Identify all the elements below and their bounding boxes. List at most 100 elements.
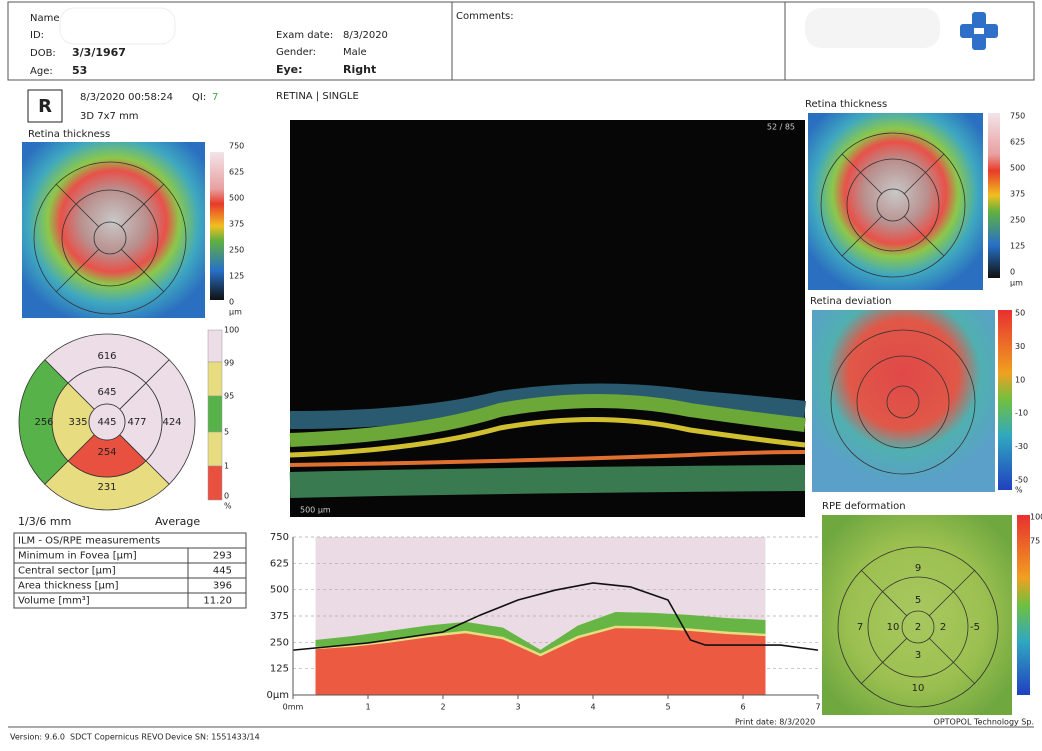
sector-value: 616 xyxy=(97,351,116,362)
scale-label: 30 xyxy=(1015,342,1025,351)
scale-label: 500 xyxy=(1010,164,1025,173)
map-title: Retina thickness xyxy=(805,99,887,110)
redaction xyxy=(60,8,175,44)
eye-label: Eye: xyxy=(276,63,303,76)
y-tick-label: 375 xyxy=(270,611,289,622)
sector-value: 10 xyxy=(912,683,925,694)
percentile-scale xyxy=(208,330,222,500)
scale-label: 95 xyxy=(224,392,234,401)
scale-label: 75 xyxy=(1030,537,1040,546)
deviation-map xyxy=(812,310,995,492)
sector-value: 3 xyxy=(915,650,921,661)
scale-label: 375 xyxy=(1010,190,1025,199)
frame-index: 52 / 85 xyxy=(767,123,795,132)
sector-value: 9 xyxy=(915,563,921,574)
y-tick-label: 500 xyxy=(270,585,289,596)
sector-value: 5 xyxy=(915,595,921,606)
scale-unit: % xyxy=(1015,486,1023,495)
sector-value: 2 xyxy=(915,622,921,633)
x-tick-label: 1 xyxy=(365,703,370,712)
sector-value: 254 xyxy=(97,447,116,458)
table-label: Area thickness [µm] xyxy=(18,581,119,592)
scan-protocol: 3D 7x7 mm xyxy=(80,111,139,122)
table-label: Volume [mm³] xyxy=(18,596,90,607)
table-label: Minimum in Fovea [µm] xyxy=(18,551,137,562)
table-value: 293 xyxy=(213,551,232,562)
scale-label: -50 xyxy=(1015,476,1028,485)
map-title: RPE deformation xyxy=(822,501,906,512)
eye-badge: R xyxy=(38,96,52,117)
y-tick-label: 750 xyxy=(270,532,289,543)
comments-label: Comments: xyxy=(456,11,514,22)
scale-label: 250 xyxy=(229,246,244,255)
footer-serial: Device SN: 1551433/14 xyxy=(165,733,260,742)
x-tick-label: 3 xyxy=(515,703,520,712)
sector-value: 335 xyxy=(68,417,87,428)
sector-value: 477 xyxy=(127,417,146,428)
table-title: ILM - OS/RPE measurements xyxy=(18,536,160,547)
y-tick-label: 250 xyxy=(270,637,289,648)
sector-caption: 1/3/6 mm xyxy=(18,515,71,528)
x-tick-label: 5 xyxy=(665,703,670,712)
gender-label: Gender: xyxy=(276,47,316,58)
table-label: Central sector [µm] xyxy=(18,566,116,577)
thickness-map xyxy=(808,113,983,290)
exam-date-value: 8/3/2020 xyxy=(343,30,388,41)
dob-label: DOB: xyxy=(30,48,56,59)
scale-label: 50 xyxy=(1015,309,1025,318)
y-tick-label: 125 xyxy=(270,664,289,675)
gender-value: Male xyxy=(343,47,367,58)
scale-label: 100 xyxy=(1030,513,1042,522)
qi-label: QI: xyxy=(192,92,206,103)
sector-value: 645 xyxy=(97,387,116,398)
x-tick-label: 7 xyxy=(815,703,820,712)
color-scale xyxy=(998,310,1012,490)
scale-label: 0 xyxy=(224,492,229,501)
scale-unit: µm xyxy=(229,308,242,317)
b-scan xyxy=(290,120,805,517)
eye-value: Right xyxy=(343,63,376,76)
footer-device: SDCT Copernicus REVO xyxy=(70,733,164,742)
map-title: Retina deviation xyxy=(810,296,891,307)
scale-label: 500 xyxy=(229,194,244,203)
scale-label: 625 xyxy=(1010,138,1025,147)
footer-version: Version: 9.6.0 xyxy=(10,733,65,742)
redaction xyxy=(805,8,940,48)
table-value: 11.20 xyxy=(203,596,232,607)
scale-label: 375 xyxy=(229,220,244,229)
scale-label: 5 xyxy=(224,428,229,437)
scale-label: 100 xyxy=(224,326,239,335)
sector-value: 256 xyxy=(34,417,53,428)
scale-bar: 500 µm xyxy=(300,506,331,515)
scale-label: 750 xyxy=(1010,112,1025,121)
x-tick-label: 0mm xyxy=(283,703,304,712)
scan-datetime: 8/3/2020 00:58:24 xyxy=(80,92,173,103)
scale-label: 625 xyxy=(229,168,244,177)
x-tick-label: 4 xyxy=(590,703,595,712)
scale-label: 1 xyxy=(224,462,229,471)
sector-value: 7 xyxy=(857,622,863,633)
scale-unit: µm xyxy=(1010,279,1023,288)
qi-value: 7 xyxy=(212,92,218,103)
scale-label: 0 xyxy=(1010,268,1015,277)
color-scale xyxy=(988,113,1000,278)
scale-label: -10 xyxy=(1015,409,1028,418)
scale-label: 750 xyxy=(229,142,244,151)
scale-label: 250 xyxy=(1010,216,1025,225)
map-title: Retina thickness xyxy=(28,129,110,140)
color-scale xyxy=(1017,515,1030,695)
thickness-map xyxy=(22,142,205,318)
logo xyxy=(960,12,998,50)
x-tick-label: 2 xyxy=(440,703,445,712)
scale-label: 125 xyxy=(1010,242,1025,251)
footer-print-date: Print date: 8/3/2020 xyxy=(735,718,815,727)
report-page: Name: ID: DOB: 3/3/1967 Age: 53 Exam dat… xyxy=(0,0,1042,751)
sector-value: 2 xyxy=(940,622,946,633)
sector-value: -5 xyxy=(970,622,980,633)
x-tick-label: 6 xyxy=(740,703,745,712)
age-label: Age: xyxy=(30,66,53,77)
exam-date-label: Exam date: xyxy=(276,30,333,41)
sector-value: 445 xyxy=(97,417,116,428)
name-label: Name: xyxy=(30,13,63,24)
scale-label: 99 xyxy=(224,359,234,368)
